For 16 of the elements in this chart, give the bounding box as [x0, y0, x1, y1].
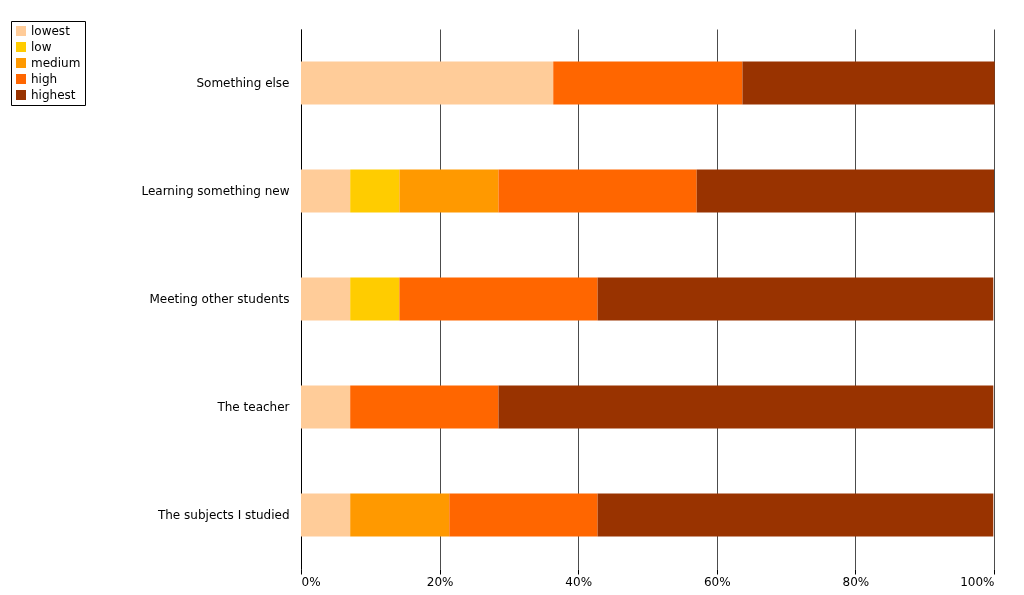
legend-label: lowest: [31, 24, 71, 38]
y-tick-label: Learning something new: [141, 184, 290, 198]
x-tick-label: 40%: [565, 574, 593, 589]
legend-label: medium: [31, 56, 81, 70]
x-tick-label: 60%: [703, 574, 731, 589]
y-tick-label: Meeting other students: [149, 292, 290, 306]
y-tick-label: The teacher: [216, 400, 290, 414]
x-tick-label: 20%: [426, 574, 454, 589]
legend-label: low: [31, 40, 52, 54]
y-tick-label: Something else: [196, 76, 290, 90]
x-tick-label: 0%: [301, 574, 321, 589]
x-tick-label: 100%: [960, 574, 995, 589]
y-tick-label: The subjects I studied: [156, 508, 290, 522]
legend-label: high: [31, 72, 58, 86]
x-tick-label: 80%: [842, 574, 870, 589]
legend-label: highest: [31, 88, 76, 102]
